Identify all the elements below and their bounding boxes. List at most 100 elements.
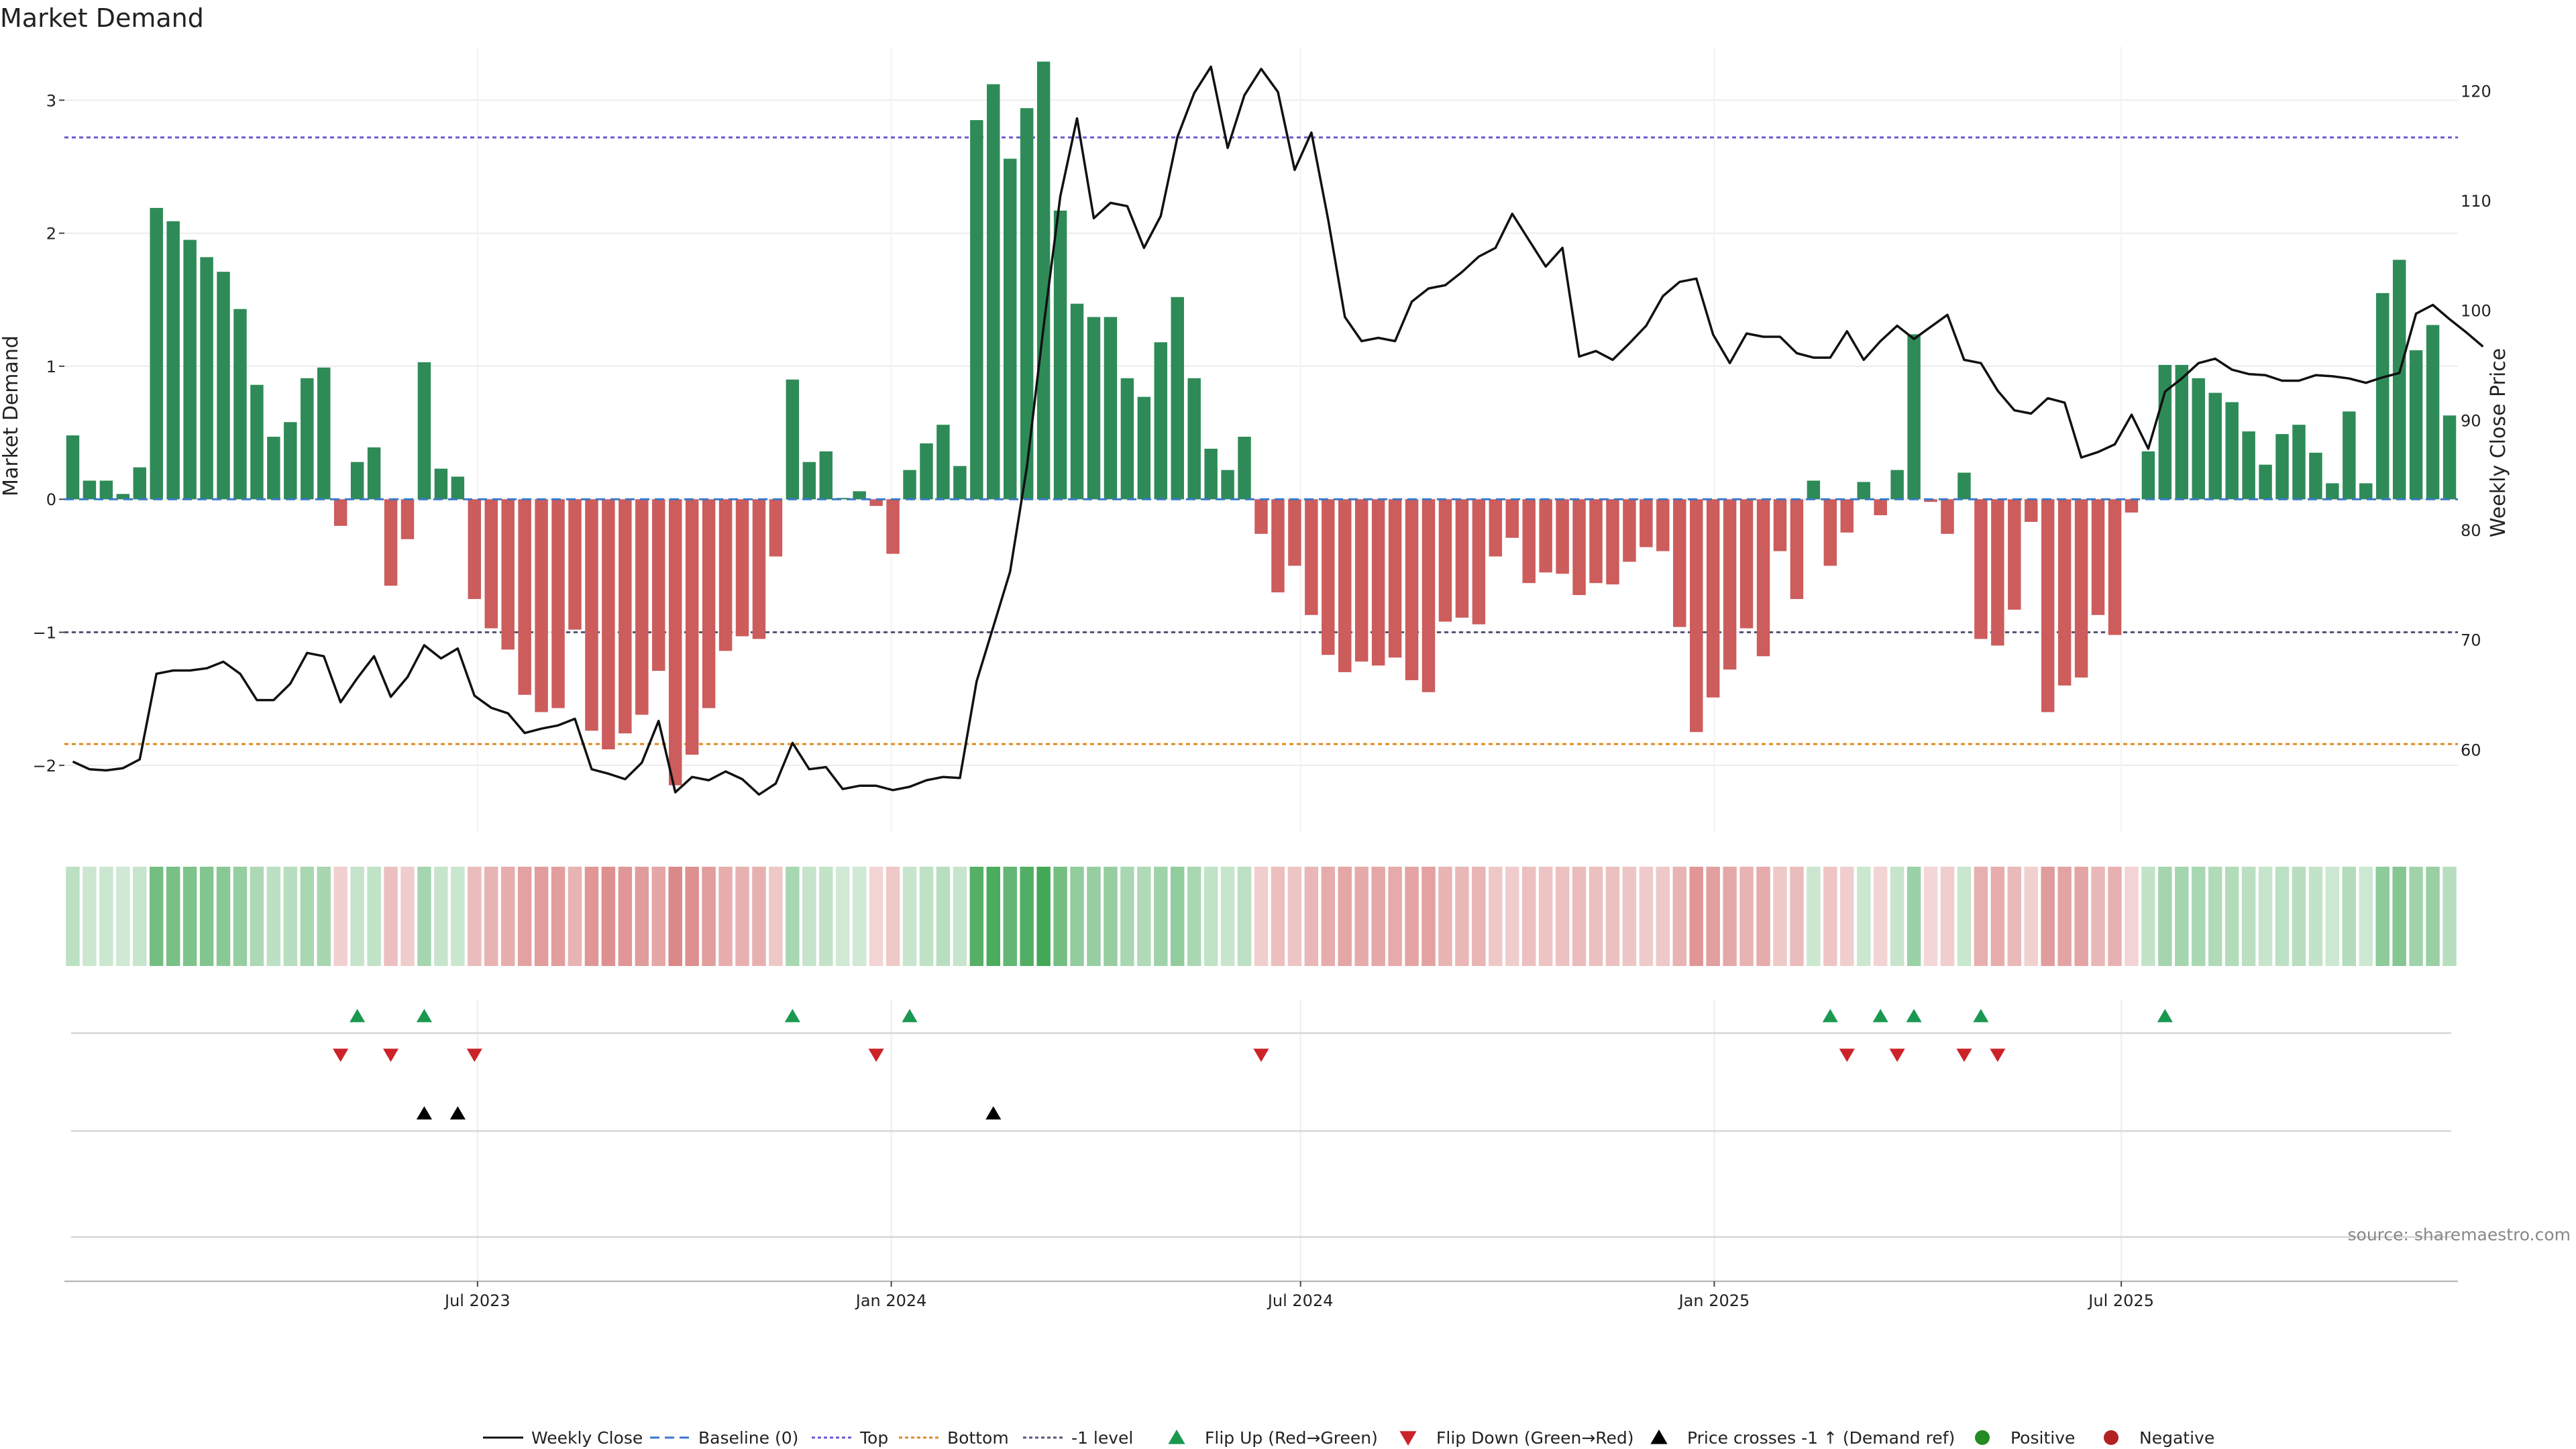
heat-cell [919,867,934,966]
demand-bar [1322,499,1335,655]
heat-cell [1974,867,1988,966]
heat-cell [1020,867,1034,966]
heat-cell [584,867,599,966]
demand-bar [819,451,833,500]
heat-cell [786,867,800,966]
demand-bar [284,422,297,500]
demand-bar [619,499,632,734]
y2-tick-label: 110 [2461,192,2491,211]
heat-cell [852,867,867,966]
demand-bar [1689,499,1703,733]
heat-cell [434,867,448,966]
flip-down-marker [1889,1049,1905,1062]
heat-cell [534,867,549,966]
chart-title: Market Demand [0,3,204,33]
flip-down-marker [1839,1049,1855,1062]
heat-cell [1154,867,1168,966]
demand-bar [1890,470,1904,500]
legend-swatch [1168,1430,1185,1444]
demand-bar [1455,499,1469,618]
flip-down-marker [1253,1049,1269,1062]
source-credit: source: sharemaestro.com [2348,1225,2571,1244]
heat-cell [1203,867,1218,966]
demand-bars [64,61,2458,786]
heat-cell [2158,867,2172,966]
flip-down-marker [1990,1049,2006,1062]
demand-bar [83,480,97,500]
demand-bar [1505,499,1519,538]
demand-bar [2008,499,2021,610]
demand-bar [1036,61,1051,500]
heat-cell [1672,867,1687,966]
heat-cell [1187,867,1201,966]
demand-bar [518,499,531,695]
demand-bar [1204,448,1218,500]
legend-item: Weekly Close [483,1428,643,1448]
heat-cell [1171,867,1185,966]
demand-bar [2074,499,2088,678]
heat-cell [99,867,113,966]
demand-bar [568,499,582,630]
heat-cell [2091,867,2105,966]
heat-cell [1605,867,1620,966]
heat-cell [1388,867,1402,966]
demand-bar [869,499,883,506]
heat-cell [1957,867,1972,966]
heat-cell [1807,867,1821,966]
demand-bar [1723,499,1737,670]
demand-bar [2208,392,2222,500]
heat-cell [1120,867,1134,966]
legend-swatch [1399,1431,1417,1446]
heat-cell [1656,867,1670,966]
heat-cell [517,867,532,966]
demand-bar [1823,499,1837,566]
demand-bar [1087,317,1101,500]
heat-cell [2057,867,2072,966]
y2-axis-title: Weekly Close Price [2487,348,2510,537]
y-tick-label: 2 [46,225,56,244]
heat-cell [2141,867,2155,966]
demand-bar [1739,499,1754,629]
y-axis-title: Market Demand [0,335,23,496]
heat-cell [1137,867,1151,966]
heat-cell [1321,867,1336,966]
heat-cell [668,867,682,966]
demand-bar [2091,499,2105,615]
demand-bar [1421,499,1436,692]
heat-cell [1489,867,1503,966]
heat-cell [83,867,97,966]
demand-bar [1606,499,1619,585]
heat-cell [333,867,347,966]
demand-bar [1640,499,1653,547]
demand-bar [1840,499,1854,533]
heat-cell [618,867,633,966]
demand-bar [2225,402,2239,500]
demand-bar [2392,260,2406,500]
y-tick-label: 3 [46,91,56,110]
heat-cell [417,867,431,966]
demand-bar [1874,499,1887,516]
heat-cell [551,867,566,966]
demand-bar [1438,499,1452,622]
heat-cell [2024,867,2038,966]
demand-bar [853,491,866,500]
flip-down-marker [382,1049,399,1062]
event-marker-panels [64,1009,2458,1283]
demand-bar [903,470,916,500]
heat-cell [300,867,315,966]
demand-bar [2108,499,2122,635]
heat-cell [1237,867,1252,966]
demand-bar [1539,499,1552,573]
x-tick-label: Jul 2025 [2087,1291,2154,1310]
heat-cell [1589,867,1603,966]
heat-cell [953,867,967,966]
legend-label: Flip Up (Red→Green) [1205,1428,1378,1448]
price-cross-marker [985,1106,1002,1120]
demand-bar [66,435,80,500]
y-tick-label: −2 [33,757,56,775]
y2-tick-label: 80 [2461,521,2481,540]
legend-item: Negative [2104,1428,2214,1448]
demand-bar [166,221,180,500]
x-tick-label: Jul 2023 [443,1291,511,1310]
demand-bar [1271,499,1285,593]
